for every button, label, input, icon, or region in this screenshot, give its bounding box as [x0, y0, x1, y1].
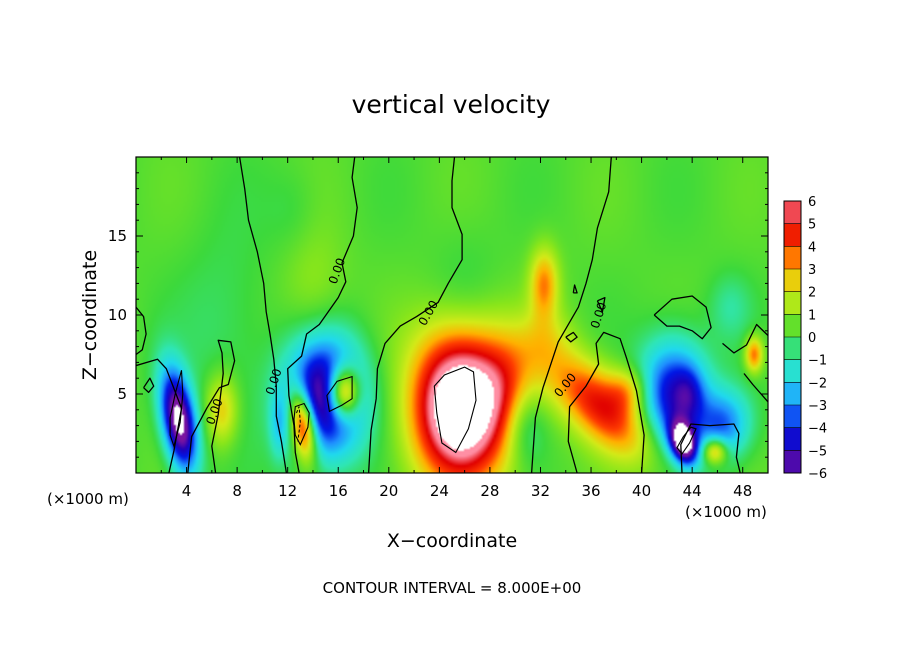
zero-contour [136, 306, 147, 356]
colorbar-swatch [784, 382, 801, 406]
colorbar-tick-label: 2 [808, 286, 816, 301]
colorbar-tick-label: 0 [808, 331, 816, 346]
x-tick-label: 48 [733, 482, 752, 500]
x-tick-label: 12 [278, 482, 297, 500]
colorbar-tick-label: −3 [808, 399, 827, 414]
contour-line [293, 402, 310, 446]
x-tick-label: 40 [632, 482, 651, 500]
zero-contour [743, 373, 768, 403]
colorbar-swatch [784, 405, 801, 429]
colorbar-tick-label: 3 [808, 263, 816, 278]
colorbar-swatch [784, 450, 801, 474]
y-tick-label: 15 [108, 227, 127, 245]
zero-contour [567, 331, 645, 473]
zero-contour [530, 157, 612, 473]
colorbar-tick-label: −4 [808, 422, 827, 437]
colorbar-tick-label: −6 [808, 467, 827, 482]
x-tick-label: 36 [581, 482, 600, 500]
zero-contour [653, 295, 712, 340]
x-tick-label: 32 [531, 482, 550, 500]
colorbar-swatch [784, 427, 801, 451]
negative-contour [296, 406, 301, 442]
x-tick-label: 24 [430, 482, 449, 500]
zero-contour [565, 331, 578, 343]
zero-contour [596, 296, 606, 313]
zero-contour [722, 323, 768, 354]
colorbar-swatch [784, 337, 801, 361]
velocity-field [136, 157, 768, 473]
colorbar-swatch [784, 269, 801, 293]
colorbar-tick-label: 1 [808, 308, 816, 323]
colorbar-frame [783, 200, 802, 474]
colorbar-tick-label: 4 [808, 240, 816, 255]
y-axis-label: Z−coordinate [79, 250, 101, 380]
contour-line [433, 366, 477, 454]
zero-contour [238, 157, 288, 473]
colorbar-swatch [784, 314, 801, 338]
zero-contour [143, 377, 155, 394]
colorbar-swatch [784, 223, 801, 247]
x-axis-label: X−coordinate [387, 530, 517, 552]
contour-interval-note: CONTOUR INTERVAL = 8.000E+00 [323, 579, 582, 597]
contour-layer: 0.000.000.000.000.000.00 [136, 157, 768, 473]
colorbar-tick-label: −5 [808, 444, 827, 459]
x-tick-label: 16 [329, 482, 348, 500]
zero-contour [287, 157, 358, 473]
x-unit-right: (×1000 m) [685, 503, 767, 521]
colorbar-swatches [784, 200, 801, 474]
contour-line [676, 426, 697, 455]
zero-contour [572, 284, 578, 294]
colorbar-swatch [784, 201, 801, 225]
colorbar: 6 5 4 3 2 1 0 −1 −2 −3 −4 −5 −6 [783, 195, 827, 482]
x-tick-label: 4 [182, 482, 192, 500]
x-unit-left: (×1000 m) [47, 490, 129, 508]
zero-contour [367, 157, 463, 473]
zero-contour [136, 358, 183, 473]
zero-contour [187, 339, 236, 473]
colorbar-tick-label: 6 [808, 195, 816, 210]
contour-line [169, 370, 184, 448]
contour-line [326, 375, 353, 413]
colorbar-tick-label: −2 [808, 376, 827, 391]
colorbar-tick-label: −1 [808, 354, 827, 369]
x-tick-label: 44 [683, 482, 702, 500]
y-tick-label: 5 [117, 385, 127, 403]
x-tick-label: 28 [480, 482, 499, 500]
colorbar-labels: 6 5 4 3 2 1 0 −1 −2 −3 −4 −5 −6 [808, 195, 827, 482]
zero-contour [680, 423, 741, 473]
colorbar-tick-label: 5 [808, 218, 816, 233]
colorbar-swatch [784, 246, 801, 270]
x-tick-label: 8 [232, 482, 242, 500]
colorbar-swatch [784, 291, 801, 315]
chart-title: vertical velocity [352, 90, 551, 119]
plot-field: 0.000.000.000.000.000.00 [136, 157, 768, 473]
colorbar-swatch [784, 359, 801, 383]
x-tick-label: 20 [379, 482, 398, 500]
y-tick-label: 10 [108, 306, 127, 324]
